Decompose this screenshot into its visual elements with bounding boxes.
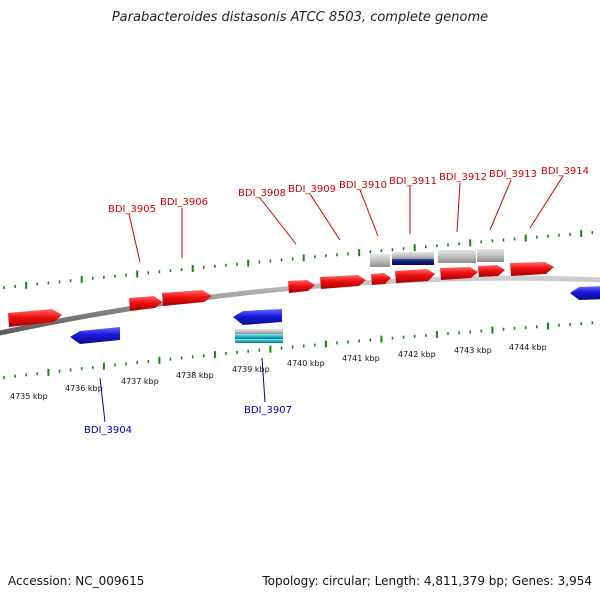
kbp-label: 4735 kbp — [10, 392, 48, 401]
reverse-genes — [70, 286, 600, 344]
gene-label[interactable]: BDI_3914 — [541, 166, 589, 177]
forward-genes — [8, 262, 554, 327]
gene-arrow[interactable] — [129, 296, 162, 311]
cyan-gene-block[interactable] — [235, 339, 283, 343]
gray-gene-block[interactable] — [477, 249, 504, 262]
gene-arrow[interactable] — [395, 269, 435, 283]
kbp-label: 4736 kbp — [65, 384, 103, 393]
gene-label[interactable]: BDI_3908 — [238, 188, 286, 199]
gene-label[interactable]: BDI_3907 — [244, 405, 292, 416]
map-title: Parabacteroides distasonis ATCC 8503, co… — [111, 10, 489, 25]
gene-label[interactable]: BDI_3905 — [108, 204, 156, 215]
gene-arrow[interactable] — [288, 280, 315, 293]
kbp-label: 4744 kbp — [509, 343, 547, 352]
gene-label[interactable]: BDI_3909 — [288, 184, 336, 195]
cyan-gene-block[interactable] — [235, 329, 283, 334]
kbp-label: 4741 kbp — [342, 354, 380, 363]
kbp-labels: 4735 kbp 4736 kbp 4737 kbp 4738 kbp 4739… — [10, 343, 547, 401]
gray-gene-block[interactable] — [370, 254, 390, 267]
gene-label[interactable]: BDI_3904 — [84, 425, 132, 436]
upper-tick-row — [3, 229, 594, 290]
gene-arrow[interactable] — [320, 275, 366, 289]
kbp-label: 4742 kbp — [398, 350, 436, 359]
rna-genes — [370, 249, 504, 267]
gene-label[interactable]: BDI_3906 — [160, 197, 208, 208]
kbp-label: 4737 kbp — [121, 377, 159, 386]
gene-arrow[interactable] — [8, 309, 62, 327]
lower-tick-row — [3, 321, 594, 379]
kbp-label: 4743 kbp — [454, 346, 492, 355]
gene-arrow[interactable] — [70, 327, 120, 344]
kbp-label: 4739 kbp — [232, 365, 270, 374]
gene-label[interactable]: BDI_3912 — [439, 172, 487, 183]
gray-gene-block[interactable] — [438, 250, 476, 263]
gene-arrow[interactable] — [371, 273, 391, 285]
gene-arrow[interactable] — [478, 265, 505, 277]
gray-gene-block[interactable] — [392, 252, 434, 260]
leader-lines — [99, 175, 564, 423]
gene-label[interactable]: BDI_3913 — [489, 169, 537, 180]
gene-arrow[interactable] — [440, 267, 478, 280]
gene-labels: BDI_3905 BDI_3906 BDI_3908 BDI_3909 BDI_… — [84, 166, 589, 436]
gene-label[interactable]: BDI_3911 — [389, 176, 437, 187]
accession-text: Accession: NC_009615 — [8, 574, 145, 588]
gene-arrow[interactable] — [570, 286, 600, 300]
gene-arrow[interactable] — [162, 290, 212, 306]
kbp-label: 4740 kbp — [287, 359, 325, 368]
gene-arrow[interactable] — [233, 309, 282, 325]
kbp-label: 4738 kbp — [176, 371, 214, 380]
gene-label[interactable]: BDI_3910 — [339, 180, 387, 191]
cyan-gene-block[interactable] — [235, 334, 283, 339]
genome-summary-text: Topology: circular; Length: 4,811,379 bp… — [262, 574, 592, 588]
gene-arrow[interactable] — [510, 262, 554, 276]
navy-gene-block[interactable] — [392, 259, 434, 265]
